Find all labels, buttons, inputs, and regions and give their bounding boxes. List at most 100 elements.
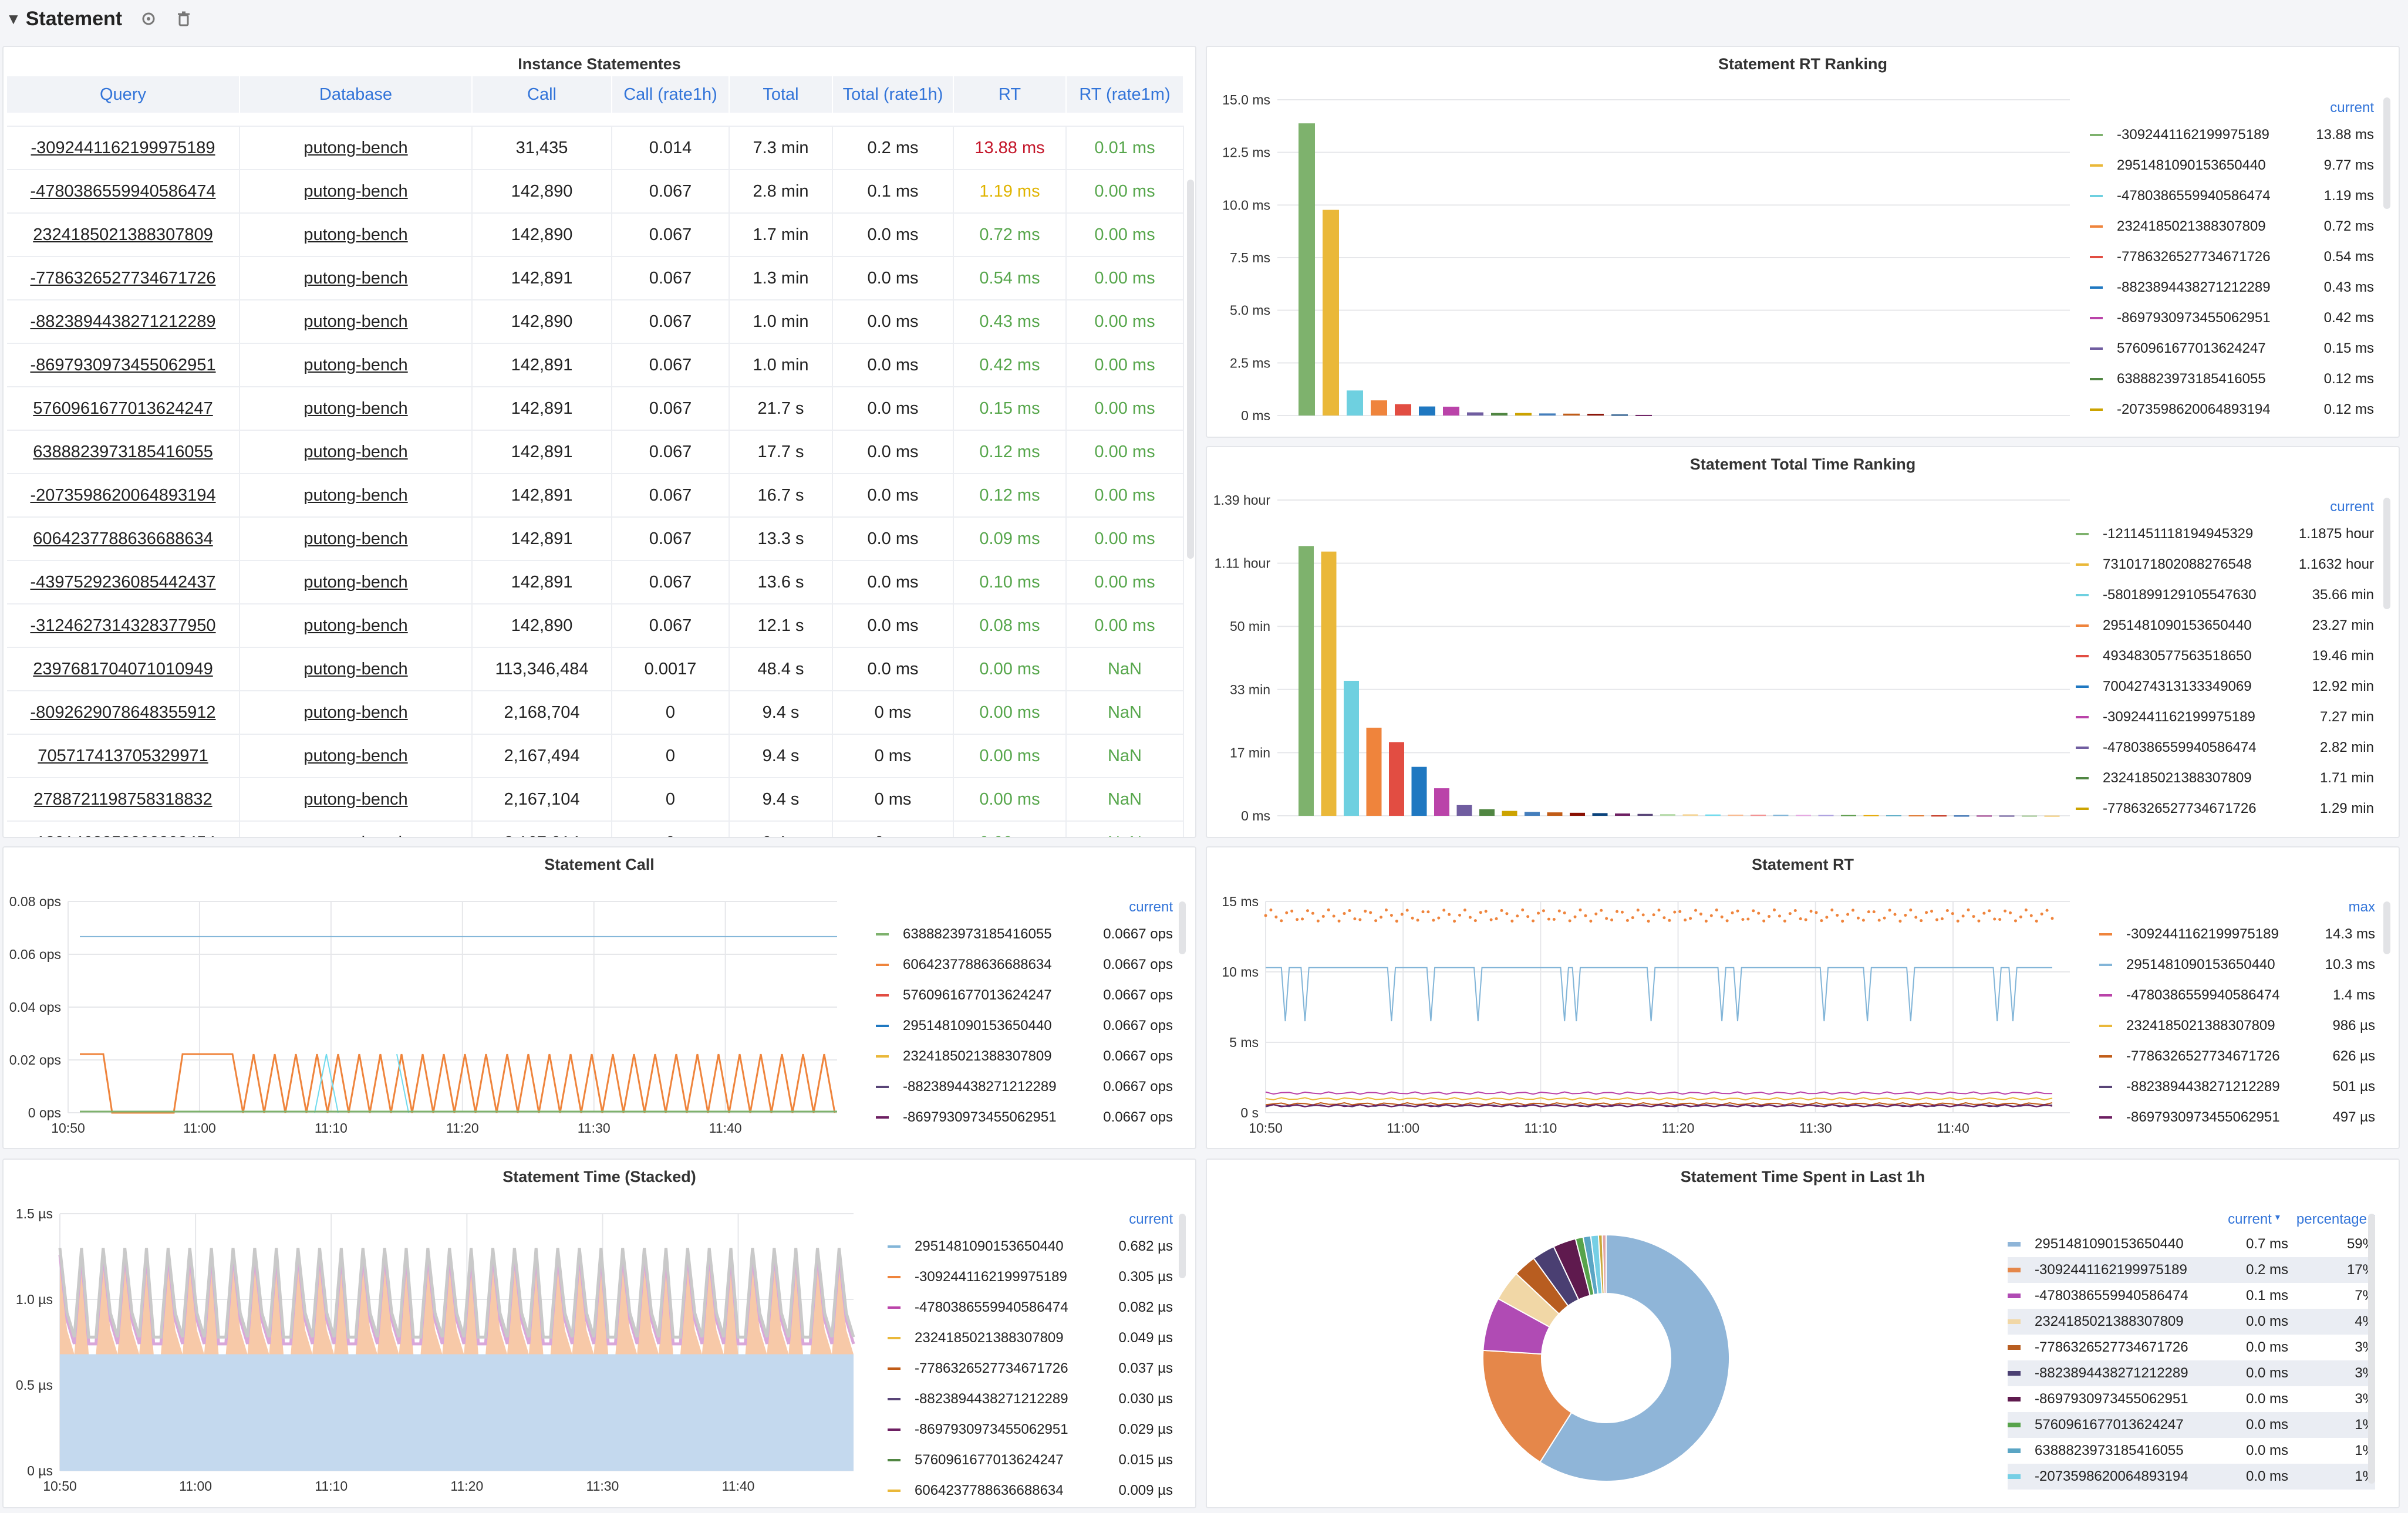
legend-item[interactable]: -7786326527734671726 626 µs [2099, 1041, 2375, 1072]
legend-item[interactable]: 2951481090153650440 0.0667 ops [876, 1011, 1173, 1041]
legend-item[interactable]: -8823894438271212289 0.43 ms [2090, 272, 2374, 303]
legend-item[interactable]: 6388823973185416055 0.12 ms [2090, 364, 2374, 394]
legend-item[interactable]: -5801899129105547630 35.66 min [2076, 580, 2374, 610]
legend-item[interactable]: -2073598620064893194 0.0 ms 1% [2008, 1464, 2375, 1490]
query-link[interactable]: -8697930973455062951 [7, 343, 240, 387]
row-header[interactable]: ▼ Statement [0, 0, 2408, 38]
legend-item[interactable]: 6064237788636688634 0.009 µs [888, 1475, 1173, 1501]
legend-item[interactable]: 2951481090153650440 10.3 ms [2099, 950, 2375, 980]
legend-item[interactable]: -4780386559940586474 1.19 ms [2090, 181, 2374, 211]
legend-item[interactable]: -3092441162199975189 7.27 min [2076, 702, 2374, 732]
database-link[interactable]: putong-bench [240, 603, 473, 647]
legend-sort-current[interactable]: current [2330, 499, 2374, 515]
database-link[interactable]: putong-bench [240, 126, 473, 170]
legend-item[interactable]: -8697930973455062951 0.42 ms [2090, 303, 2374, 333]
legend-item[interactable]: -7786326527734671726 0.54 ms [2090, 242, 2374, 272]
database-link[interactable]: putong-bench [240, 169, 473, 213]
legend-sort-current[interactable]: current [1129, 1211, 1173, 1227]
legend-scrollbar[interactable] [1179, 1214, 1186, 1278]
table-scrollbar[interactable] [1187, 180, 1194, 559]
query-link[interactable]: -8092629078648355912 [7, 690, 240, 734]
legend-item[interactable]: 2951481090153650440 23.27 min [2076, 610, 2374, 641]
query-link[interactable]: 5760961677013624247 [7, 386, 240, 430]
database-link[interactable]: putong-bench [240, 386, 473, 430]
legend-item[interactable]: 2324185021388307809 0.0 ms 4% [2008, 1309, 2375, 1335]
query-link[interactable]: 6064237788636688634 [7, 516, 240, 560]
column-header[interactable]: Call [472, 76, 612, 113]
legend-item[interactable]: 6388823973185416055 0.0667 ops [876, 919, 1173, 950]
legend-scrollbar[interactable] [2383, 901, 2390, 954]
legend-item[interactable]: -8697930973455062951 0.0667 ops [876, 1102, 1173, 1133]
legend-item[interactable]: -3092441162199975189 0.305 µs [888, 1262, 1173, 1292]
legend-item[interactable]: -3092441162199975189 14.3 ms [2099, 919, 2375, 950]
database-link[interactable]: putong-bench [240, 647, 473, 691]
database-link[interactable]: putong-bench [240, 299, 473, 343]
legend-sort-percentage[interactable]: percentage [2296, 1211, 2367, 1227]
legend-item[interactable]: 2951481090153650440 0.7 ms 59% [2008, 1231, 2375, 1257]
legend-item[interactable]: -8697930973455062951 0.029 µs [888, 1414, 1173, 1445]
legend-item[interactable]: 6064237788636688634 0.0667 ops [876, 950, 1173, 980]
legend-item[interactable]: 7310171802088276548 1.1632 hour [2076, 549, 2374, 580]
legend-item[interactable]: 7004274313133349069 12.92 min [2076, 671, 2374, 702]
legend-sort-current[interactable]: current [2330, 100, 2374, 116]
legend-item[interactable]: 4934830577563518650 19.46 min [2076, 641, 2374, 671]
database-link[interactable]: putong-bench [240, 343, 473, 387]
chevron-down-icon[interactable]: ▼ [6, 9, 21, 28]
legend-item[interactable]: -4780386559940586474 2.82 min [2076, 732, 2374, 763]
query-link[interactable]: -2073598620064893194 [7, 473, 240, 517]
legend-scrollbar[interactable] [1179, 901, 1186, 954]
legend-item[interactable]: 2951481090153650440 0.682 µs [888, 1231, 1173, 1262]
query-link[interactable]: -4397529236085442437 [7, 560, 240, 604]
legend-scrollbar[interactable] [2368, 1214, 2375, 1484]
column-header[interactable]: Call (rate1h) [612, 76, 730, 113]
database-link[interactable]: putong-bench [240, 690, 473, 734]
legend-item[interactable]: -3092441162199975189 13.88 ms [2090, 120, 2374, 150]
query-link[interactable]: 705717413705329971 [7, 734, 240, 778]
legend-item[interactable]: -2073598620064893194 0.12 ms [2090, 394, 2374, 425]
query-link[interactable]: 2788721198758318832 [7, 777, 240, 821]
query-link[interactable]: -3124627314328377950 [7, 603, 240, 647]
database-link[interactable]: putong-bench [240, 473, 473, 517]
legend-sort-max[interactable]: max [2348, 899, 2375, 915]
column-header[interactable]: Query [7, 76, 240, 113]
database-link[interactable]: putong-bench [240, 734, 473, 778]
legend-item[interactable]: -8823894438271212289 0.0 ms 3% [2008, 1360, 2375, 1386]
legend-sort-current[interactable]: current [1129, 899, 1173, 915]
legend-item[interactable]: 2324185021388307809 0.049 µs [888, 1323, 1173, 1353]
database-link[interactable]: putong-bench [240, 430, 473, 474]
legend-item[interactable]: -8697930973455062951 0.0 ms 3% [2008, 1386, 2375, 1412]
database-link[interactable]: putong-bench [240, 256, 473, 300]
legend-item[interactable]: -8823894438271212289 0.0667 ops [876, 1072, 1173, 1102]
query-link[interactable]: 6388823973185416055 [7, 430, 240, 474]
legend-item[interactable]: -3092441162199975189 0.2 ms 17% [2008, 1257, 2375, 1283]
legend-item[interactable]: 6388823973185416055 0.0 ms 1% [2008, 1438, 2375, 1464]
legend-item[interactable]: 5760961677013624247 0.0667 ops [876, 980, 1173, 1011]
query-link[interactable]: 2397681704071010949 [7, 647, 240, 691]
legend-item[interactable]: 2324185021388307809 986 µs [2099, 1011, 2375, 1041]
query-link[interactable]: 2324185021388307809 [7, 212, 240, 256]
legend-item[interactable]: -8823894438271212289 501 µs [2099, 1072, 2375, 1102]
column-header[interactable]: Total (rate1h) [832, 76, 954, 113]
query-link[interactable]: -4780386559940586474 [7, 169, 240, 213]
legend-item[interactable]: 2324185021388307809 0.0667 ops [876, 1041, 1173, 1072]
legend-item[interactable]: 2324185021388307809 0.72 ms [2090, 211, 2374, 242]
legend-scrollbar[interactable] [2383, 498, 2390, 609]
legend-scrollbar[interactable] [2383, 97, 2390, 209]
column-header[interactable]: RT [953, 76, 1067, 113]
legend-item[interactable]: -7786326527734671726 1.29 min [2076, 793, 2374, 824]
gear-icon[interactable] [140, 10, 157, 28]
database-link[interactable]: putong-bench [240, 212, 473, 256]
legend-item[interactable]: -7786326527734671726 0.037 µs [888, 1353, 1173, 1384]
database-link[interactable]: putong-bench [240, 516, 473, 560]
legend-item[interactable]: -7786326527734671726 0.0 ms 3% [2008, 1335, 2375, 1360]
column-header[interactable]: RT (rate1m) [1066, 76, 1184, 113]
legend-item[interactable]: -1211451118194945329 1.1875 hour [2076, 519, 2374, 549]
legend-item[interactable]: 5760961677013624247 0.015 µs [888, 1445, 1173, 1475]
legend-item[interactable]: -8823894438271212289 0.030 µs [888, 1384, 1173, 1414]
trash-icon[interactable] [175, 10, 193, 28]
column-header[interactable]: Database [240, 76, 473, 113]
legend-item[interactable]: 5760961677013624247 0.15 ms [2090, 333, 2374, 364]
legend-item[interactable]: -4780386559940586474 0.082 µs [888, 1292, 1173, 1323]
database-link[interactable]: putong-bench [240, 560, 473, 604]
legend-item[interactable]: 5760961677013624247 0.0 ms 1% [2008, 1412, 2375, 1438]
